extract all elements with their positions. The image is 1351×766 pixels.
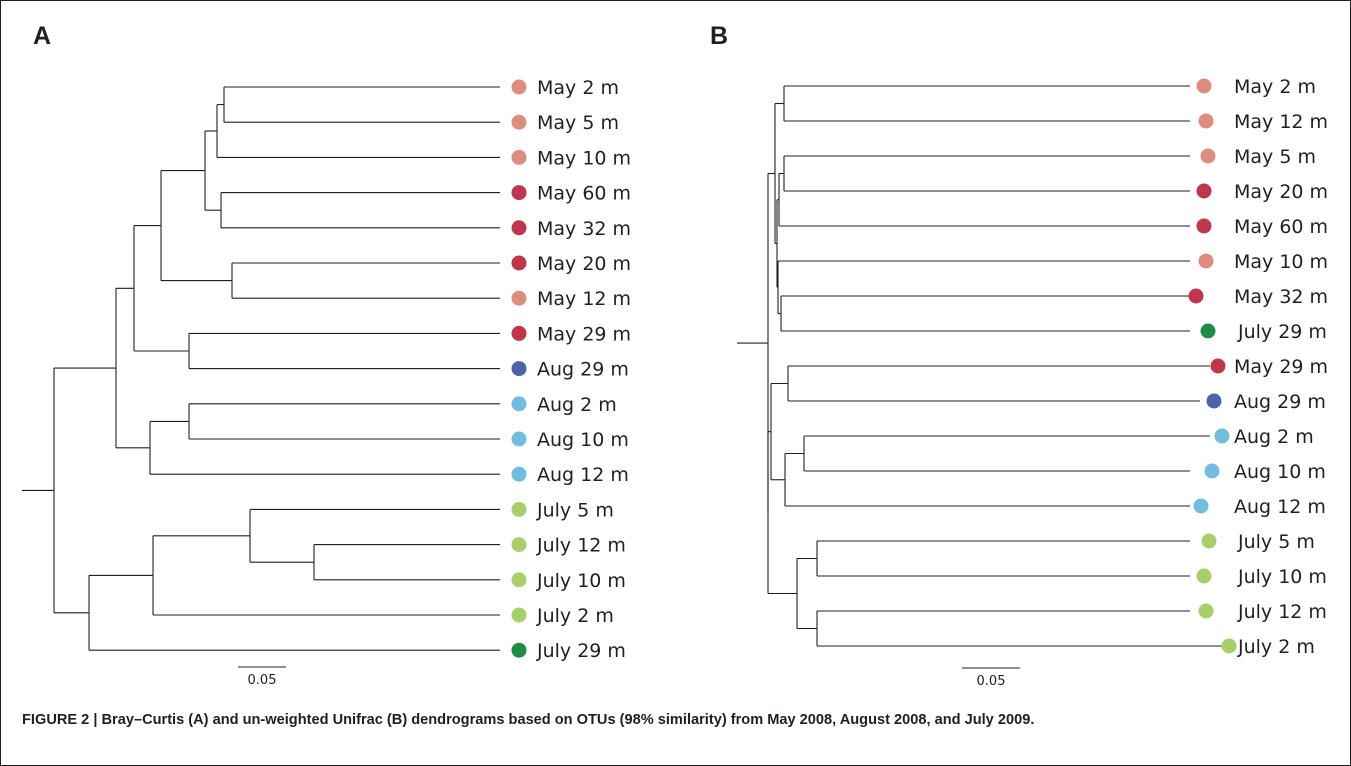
- leaf-marker: [1198, 113, 1214, 129]
- leaf-label: Aug 29 m: [1234, 391, 1326, 413]
- leaf-label: July 2 m: [1237, 636, 1315, 658]
- leaf-label: July 5 m: [1237, 531, 1315, 553]
- leaf-marker: [1206, 393, 1222, 409]
- leaf-label: May 20 m: [537, 253, 631, 275]
- leaf-label: July 5 m: [536, 499, 614, 521]
- leaf-marker: [511, 325, 527, 341]
- leaf-marker: [1196, 568, 1212, 584]
- leaf-marker: [511, 607, 527, 623]
- leaf-marker: [511, 290, 527, 306]
- leaf-marker: [511, 501, 527, 517]
- dendrogram-a: May 2 m May 5 m May 10 m May 60 m May 32 m Ma…: [22, 77, 631, 688]
- leaf-label: July 29 m: [1237, 321, 1327, 343]
- leaf-marker: [511, 642, 527, 658]
- leaf-label: July 10 m: [536, 570, 626, 592]
- leaf-label: May 60 m: [537, 183, 631, 205]
- leaf-marker: [511, 466, 527, 482]
- leaf-label: Aug 10 m: [1234, 461, 1326, 483]
- leaf-marker: [1198, 253, 1214, 269]
- leaf-marker: [511, 361, 527, 377]
- leaf-marker: [1214, 428, 1230, 444]
- leaf-label: July 2 m: [536, 605, 614, 627]
- leaf-marker: [511, 79, 527, 95]
- leaf-marker: [1198, 603, 1214, 619]
- leaf-marker: [511, 114, 527, 130]
- leaf-label: May 12 m: [1234, 111, 1328, 133]
- leaf-marker: [511, 572, 527, 588]
- leaf-label: May 12 m: [537, 288, 631, 310]
- leaf-label: Aug 12 m: [1234, 496, 1326, 518]
- leaf-label: May 32 m: [1234, 286, 1328, 308]
- leaf-label: May 10 m: [1234, 251, 1328, 273]
- leaf-label: May 5 m: [537, 112, 619, 134]
- leaf-marker: [511, 537, 527, 553]
- leaf-label: July 12 m: [536, 535, 626, 557]
- leaf-label: May 60 m: [1234, 216, 1328, 238]
- leaf-label: May 29 m: [1234, 356, 1328, 378]
- leaf-label: Aug 2 m: [537, 394, 617, 416]
- leaf-marker: [1193, 498, 1209, 514]
- leaf-marker: [1196, 218, 1212, 234]
- panel-b-letter: B: [710, 22, 729, 50]
- leaf-label: May 5 m: [1234, 146, 1316, 168]
- leaf-label: Aug 12 m: [537, 464, 629, 486]
- leaf-marker: [1200, 148, 1216, 164]
- leaf-marker: [1201, 533, 1217, 549]
- leaf-marker: [1204, 463, 1220, 479]
- leaf-marker: [511, 396, 527, 412]
- figure-caption: FIGURE 2 | Bray–Curtis (A) and un-weight…: [22, 712, 1035, 728]
- leaf-label: May 10 m: [537, 147, 631, 169]
- leaf-label: May 2 m: [1234, 76, 1316, 98]
- leaf-marker: [1196, 183, 1212, 199]
- leaf-marker: [1210, 358, 1226, 374]
- leaf-label: May 29 m: [537, 323, 631, 345]
- leaf-marker: [1200, 323, 1216, 339]
- leaf-label: May 20 m: [1234, 181, 1328, 203]
- scale-bar-label: 0.05: [248, 673, 277, 688]
- leaf-label: May 32 m: [537, 218, 631, 240]
- leaf-marker: [511, 220, 527, 236]
- leaf-label: July 29 m: [536, 640, 626, 662]
- leaf-marker: [1188, 288, 1204, 304]
- leaf-marker: [511, 431, 527, 447]
- leaf-marker: [1221, 638, 1237, 654]
- scale-bar-label: 0.05: [977, 674, 1006, 689]
- leaf-label: July 10 m: [1237, 566, 1327, 588]
- leaf-label: Aug 2 m: [1234, 426, 1314, 448]
- leaf-marker: [511, 185, 527, 201]
- dendrogram-b: May 2 m May 12 m May 5 m May 20 m May 60 m Ma…: [737, 76, 1328, 689]
- leaf-label: Aug 10 m: [537, 429, 629, 451]
- leaf-label: May 2 m: [537, 77, 619, 99]
- leaf-label: Aug 29 m: [537, 359, 629, 381]
- leaf-marker: [511, 255, 527, 271]
- leaf-marker: [511, 149, 527, 165]
- leaf-label: July 12 m: [1237, 601, 1327, 623]
- panel-a-letter: A: [33, 22, 52, 50]
- leaf-marker: [1196, 78, 1212, 94]
